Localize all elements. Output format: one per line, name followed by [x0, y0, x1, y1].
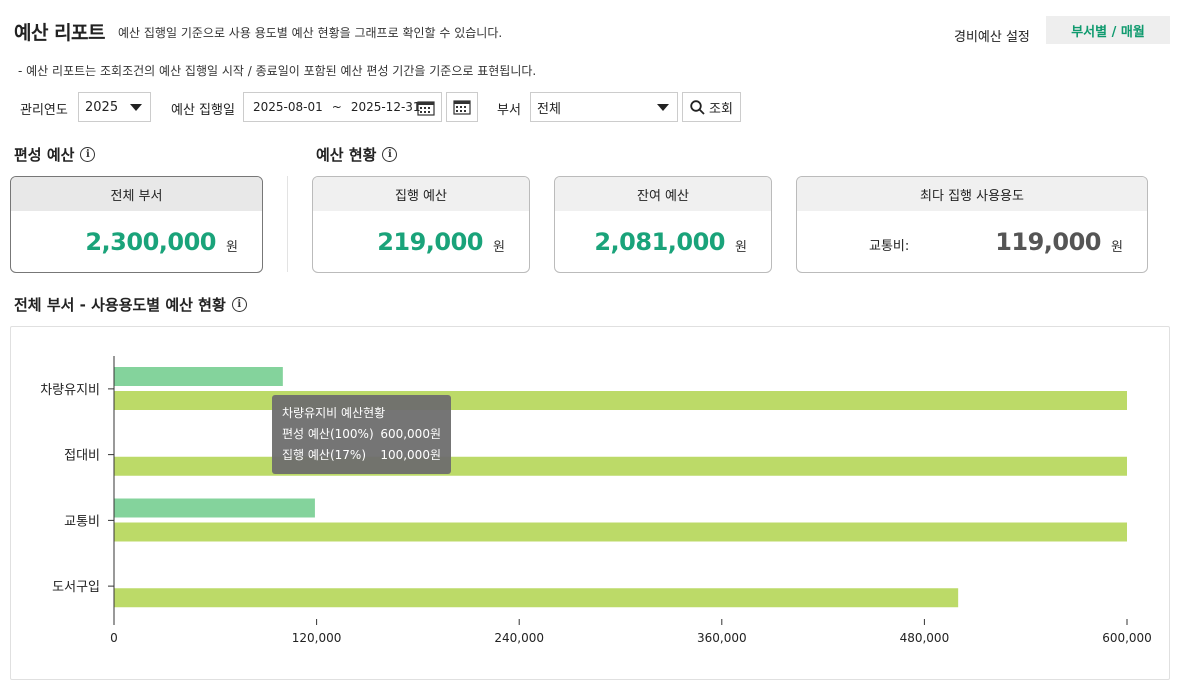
- calendar-button[interactable]: [446, 92, 478, 122]
- dept-select[interactable]: 전체: [530, 92, 678, 122]
- all-dept-card-label: 전체 부서: [11, 177, 262, 211]
- x-tick-label: 240,000: [494, 631, 544, 645]
- top-usage-card-label: 최다 집행 사용용도: [797, 177, 1147, 211]
- bar-budget-3[interactable]: [114, 588, 959, 608]
- tooltip-executed-label: 집행 예산(17%): [282, 448, 367, 462]
- executed-card-label: 집행 예산: [313, 177, 529, 211]
- date-label: 예산 집행일: [171, 103, 235, 118]
- category-label: 차량유지비: [40, 383, 100, 398]
- all-dept-amount: 2,300,000: [85, 228, 216, 256]
- search-icon: [690, 99, 705, 115]
- category-label: 도서구입: [52, 580, 100, 595]
- chart-tooltip: 차량유지비 예산현황 편성 예산(100%) 600,000원 집행 예산(17…: [272, 395, 451, 474]
- x-tick-label: 480,000: [900, 631, 950, 645]
- remaining-card-label: 잔여 예산: [555, 177, 771, 211]
- info-icon[interactable]: i: [382, 147, 398, 162]
- tooltip-budget-value: 600,000원: [380, 427, 441, 441]
- budget-settings-link[interactable]: 경비예산 설정: [954, 30, 1030, 45]
- budget-section-title: 편성 예산 i: [14, 144, 96, 165]
- budget-section-label: 편성 예산: [14, 146, 75, 164]
- tooltip-budget-label: 편성 예산(100%): [282, 427, 374, 441]
- date-start: 2025-08-01: [253, 100, 323, 114]
- date-separator: ~: [331, 100, 342, 114]
- page-title: 예산 리포트: [14, 22, 106, 44]
- date-range-input[interactable]: 2025-08-01 ~ 2025-12-31: [243, 92, 442, 122]
- x-tick-label: 600,000: [1102, 631, 1152, 645]
- executed-card: 집행 예산 219,000 원: [312, 176, 530, 273]
- tooltip-executed-value: 100,000원: [380, 448, 441, 462]
- unit-label: 원: [493, 240, 505, 255]
- search-button-label: 조회: [709, 101, 733, 117]
- date-end: 2025-12-31: [350, 100, 421, 114]
- chevron-down-icon: [130, 103, 142, 111]
- all-dept-card: 전체 부서 2,300,000 원: [10, 176, 263, 273]
- dept-monthly-tab[interactable]: 부서별 / 매월: [1046, 16, 1170, 44]
- notice-text: - 예산 리포트는 조회조건의 예산 집행일 시작 / 종료일이 포함된 예산 …: [18, 64, 537, 78]
- chart-section-title: 전체 부서 - 사용용도별 예산 현황 i: [14, 294, 247, 315]
- year-select[interactable]: 2025: [78, 92, 151, 122]
- dept-label: 부서: [497, 103, 521, 118]
- bar-budget-1[interactable]: [114, 456, 1127, 476]
- status-section-title: 예산 현황 i: [316, 144, 398, 165]
- year-label: 관리연도: [20, 103, 68, 118]
- bar-budget-0[interactable]: [114, 391, 1127, 410]
- bar-executed-2[interactable]: [114, 498, 315, 518]
- status-section-label: 예산 현황: [316, 146, 377, 164]
- search-button[interactable]: 조회: [682, 92, 741, 122]
- card-divider: [287, 176, 288, 272]
- page-description: 예산 집행일 기준으로 사용 용도별 예산 현황을 그래프로 확인할 수 있습니…: [118, 26, 503, 40]
- calendar-icon: [417, 101, 435, 116]
- category-label: 접대비: [64, 449, 100, 464]
- chart-section-label: 전체 부서 - 사용용도별 예산 현황: [14, 296, 226, 314]
- remaining-amount: 2,081,000: [594, 228, 725, 256]
- dept-select-value: 전체: [537, 101, 561, 117]
- executed-amount: 219,000: [377, 228, 483, 256]
- year-select-value: 2025: [85, 99, 119, 115]
- category-label: 교통비: [64, 514, 100, 529]
- x-tick-label: 0: [110, 631, 118, 645]
- chevron-down-icon: [657, 103, 669, 111]
- x-tick-label: 360,000: [697, 631, 747, 645]
- info-icon[interactable]: i: [80, 147, 96, 162]
- x-tick-label: 120,000: [292, 631, 342, 645]
- bar-executed-0[interactable]: [114, 367, 283, 386]
- unit-label: 원: [226, 240, 238, 255]
- chart-container: [10, 326, 1170, 680]
- top-usage-card: 최다 집행 사용용도 교통비: 119,000 원: [796, 176, 1148, 273]
- calendar-icon: [453, 100, 471, 115]
- top-usage-item: 교통비:: [869, 239, 910, 254]
- remaining-card: 잔여 예산 2,081,000 원: [554, 176, 772, 273]
- info-icon[interactable]: i: [231, 297, 247, 312]
- unit-label: 원: [1111, 240, 1123, 255]
- top-usage-amount: 119,000: [995, 228, 1101, 256]
- tooltip-title: 차량유지비 예산현황: [282, 406, 386, 420]
- unit-label: 원: [735, 240, 747, 255]
- bar-budget-2[interactable]: [114, 522, 1127, 542]
